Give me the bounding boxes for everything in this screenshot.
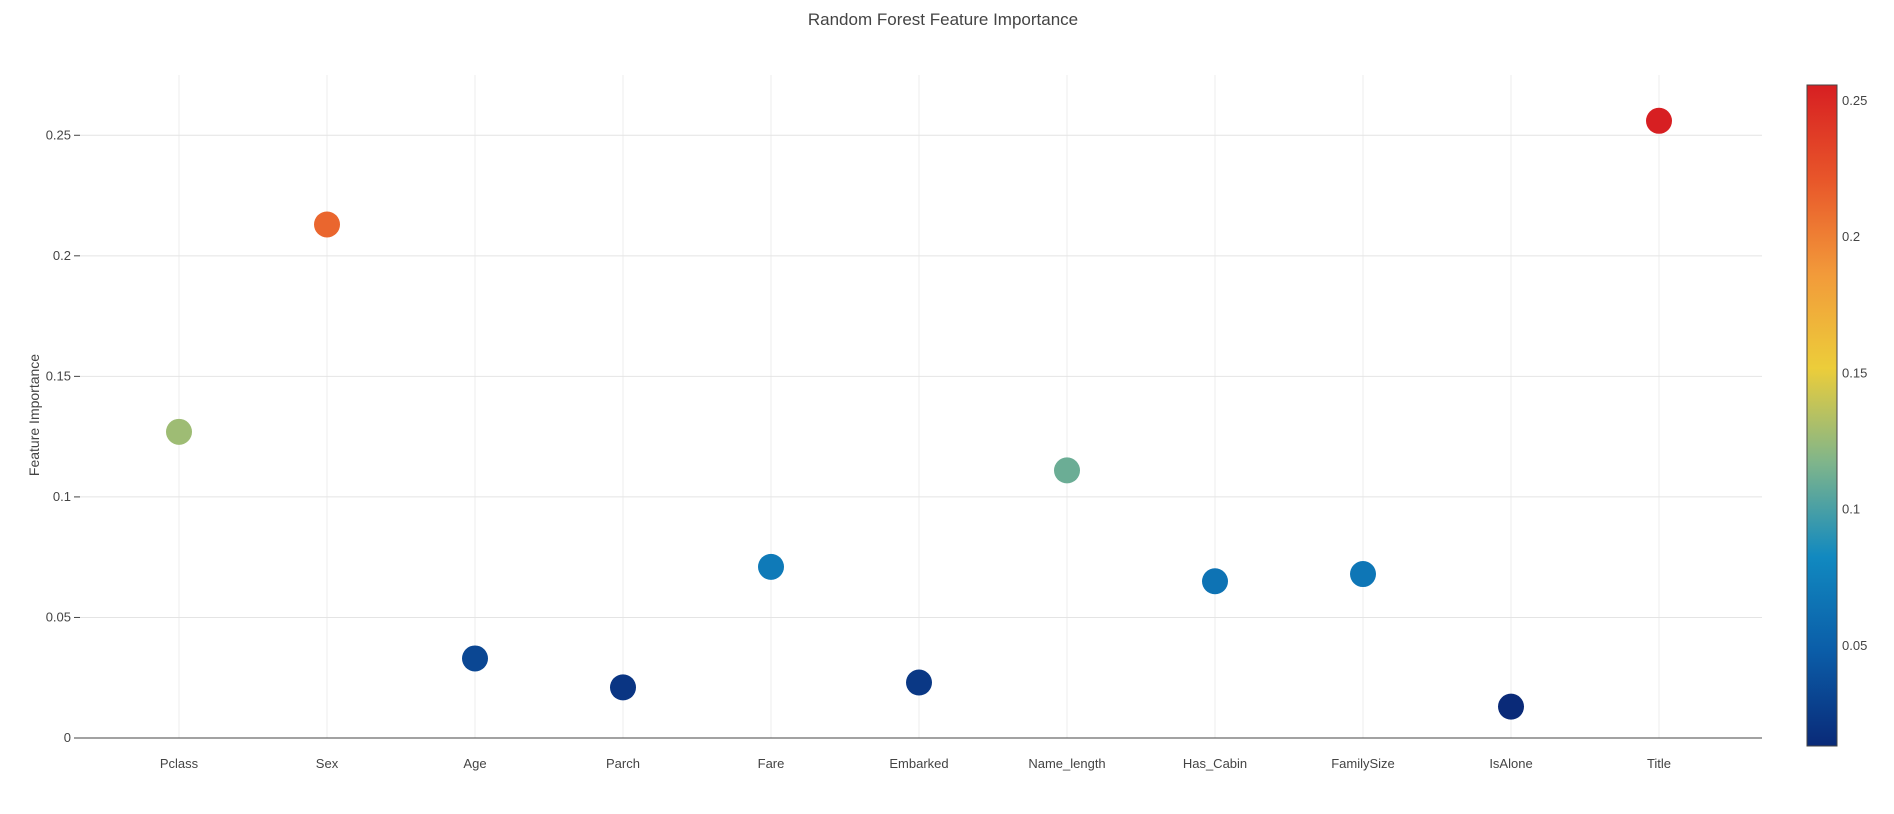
y-tick-label: 0.05 (46, 609, 71, 624)
x-tick-label: Age (463, 756, 486, 771)
x-gridlines (178, 75, 1660, 738)
data-point[interactable] (906, 669, 932, 696)
data-point[interactable] (1350, 561, 1376, 588)
data-point[interactable] (462, 645, 488, 672)
data-point[interactable] (1498, 693, 1524, 720)
y-axis-ticks: 0 0.05 0.1 0.15 0.2 0.25 (46, 127, 80, 745)
data-point[interactable] (166, 418, 192, 445)
x-tick-label: Fare (758, 756, 785, 771)
x-tick-label: Embarked (889, 756, 948, 771)
data-point[interactable] (1646, 107, 1672, 134)
colorbar-tick-label: 0.15 (1842, 365, 1867, 380)
y-tick-label: 0.25 (46, 127, 71, 142)
x-axis-ticks: Pclass Sex Age Parch Fare Embarked Name_length… (160, 756, 1671, 771)
y-tick-label: 0.1 (53, 489, 71, 504)
data-point[interactable] (314, 211, 340, 238)
x-tick-label: Pclass (160, 756, 199, 771)
y-tick-label: 0.2 (53, 248, 71, 263)
colorbar-tick-label: 0.1 (1842, 502, 1860, 517)
colorbar-tick-label: 0.2 (1842, 229, 1860, 244)
colorbar-tick-label: 0.05 (1842, 638, 1867, 653)
colorbar-ticks: 0.05 0.1 0.15 0.2 0.25 (1842, 93, 1867, 653)
y-tick-label: 0.15 (46, 368, 71, 383)
y-axis-label: Feature Importance (26, 354, 42, 476)
x-tick-label: Sex (316, 756, 339, 771)
data-point[interactable] (610, 674, 636, 701)
x-tick-label: Parch (606, 756, 640, 771)
colorbar-gradient (1806, 84, 1838, 747)
data-point[interactable] (1202, 568, 1228, 595)
x-tick-label: Name_length (1028, 756, 1105, 771)
x-tick-label: Has_Cabin (1183, 756, 1247, 771)
y-tick-label: 0 (64, 730, 71, 745)
x-tick-label: FamilySize (1331, 756, 1395, 771)
chart-title: Random Forest Feature Importance (808, 10, 1078, 29)
y-gridlines (80, 134, 1762, 618)
x-tick-label: Title (1647, 756, 1671, 771)
data-points (166, 107, 1672, 720)
colorbar-tick-label: 0.25 (1842, 93, 1867, 108)
data-point[interactable] (758, 553, 784, 580)
data-point[interactable] (1054, 457, 1080, 484)
x-tick-label: IsAlone (1489, 756, 1532, 771)
colorbar: 0.05 0.1 0.15 0.2 0.25 (1806, 84, 1867, 747)
